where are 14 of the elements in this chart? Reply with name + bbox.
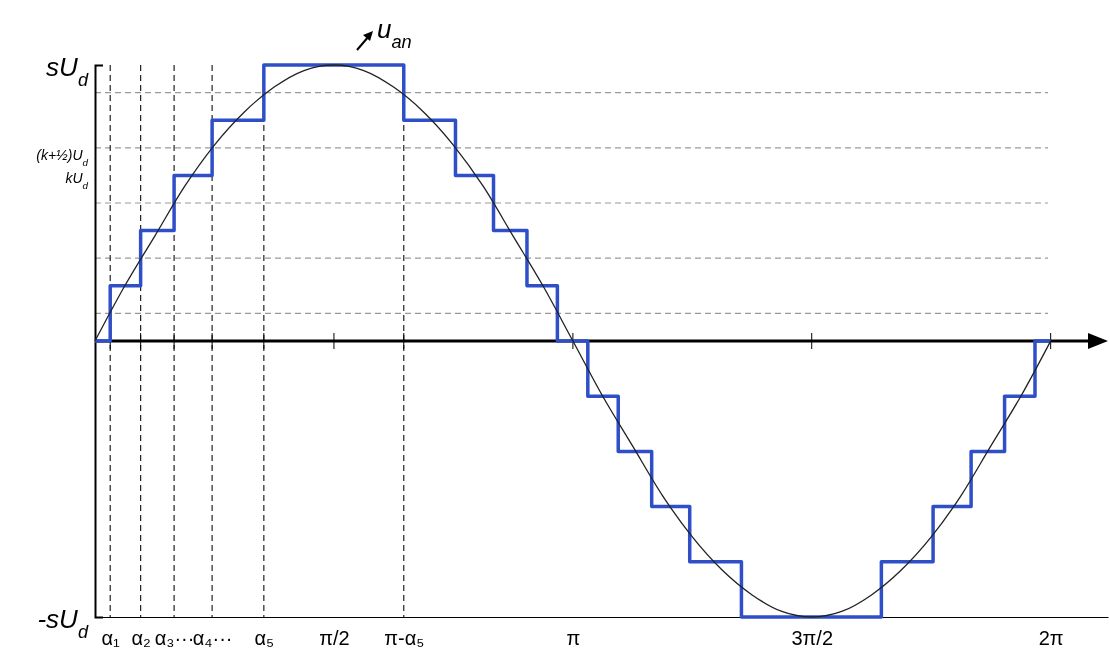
x-tick-label: α₄··· (192, 627, 233, 649)
text: u$_{an}$ (377, 14, 412, 52)
x-tick-label: π (566, 627, 581, 649)
x-tick-label: π/2 (319, 627, 350, 649)
x-tick-label: α₁ (101, 627, 121, 649)
x-tick-label: α₂ (131, 627, 151, 649)
x-tick-label: 2π (1038, 627, 1064, 649)
x-tick-label: 3π/2 (791, 627, 834, 649)
text: sU$_{d}$ (46, 52, 89, 90)
x-tick-label: π-α₅ (384, 627, 425, 649)
text: -sU$_{d}$ (37, 604, 89, 642)
text: (k+½)U$_{d}$ (36, 147, 89, 168)
x-tick-label: α₅ (254, 627, 275, 649)
text: kU$_{d}$ (65, 170, 89, 191)
